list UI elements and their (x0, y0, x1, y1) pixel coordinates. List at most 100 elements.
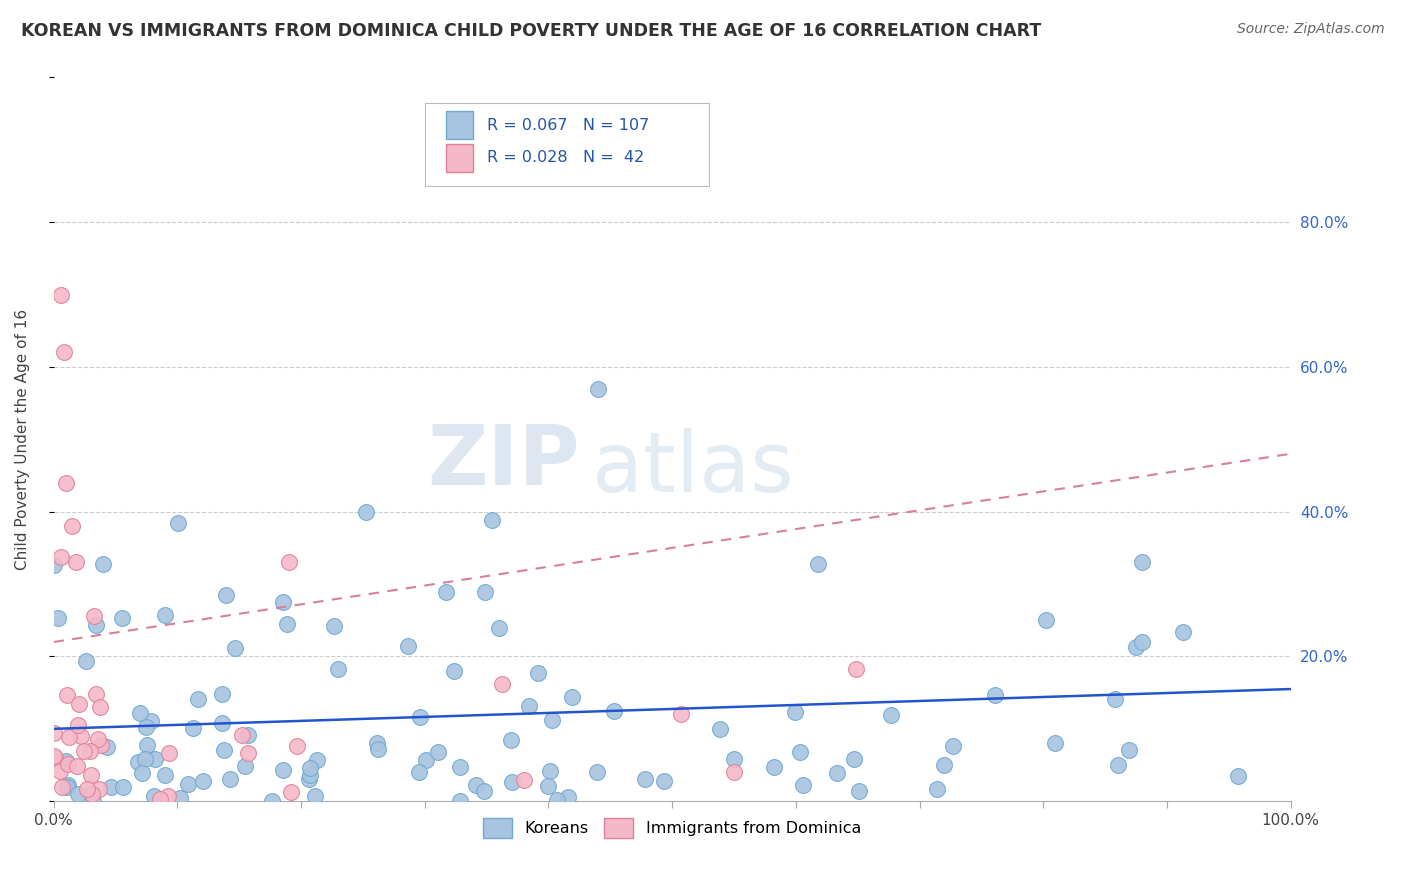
Text: atlas: atlas (592, 428, 793, 508)
Point (1171, 624, 1194, 639)
Point (76, 781, 98, 796)
Point (52, 345, 75, 359)
Point (789, 746, 811, 760)
Point (396, 639, 419, 653)
Point (56, 757, 79, 772)
Point (55, 754, 77, 768)
Point (326, 662, 349, 676)
Point (526, 666, 548, 681)
Y-axis label: Child Poverty Under the Age of 16: Child Poverty Under the Age of 16 (15, 309, 30, 570)
Point (187, 692, 209, 706)
Point (66, 718, 89, 732)
Legend: Koreans, Immigrants from Dominica: Koreans, Immigrants from Dominica (477, 812, 868, 844)
Text: Source: ZipAtlas.com: Source: ZipAtlas.com (1237, 22, 1385, 37)
Point (762, 760, 785, 774)
Point (474, 585, 496, 599)
Point (366, 736, 388, 750)
Point (427, 746, 450, 760)
Point (307, 753, 329, 767)
Point (538, 764, 561, 779)
Point (44, 726, 66, 740)
Point (90, 739, 112, 753)
Point (842, 752, 865, 766)
Point (783, 705, 806, 719)
Point (1226, 769, 1249, 783)
Point (155, 768, 177, 782)
Point (111, 780, 134, 794)
Point (55, 475, 77, 490)
Point (298, 772, 321, 787)
Point (561, 690, 583, 705)
Point (56, 780, 79, 795)
Point (276, 617, 298, 632)
Point (1045, 736, 1067, 750)
Point (271, 763, 294, 777)
Point (135, 721, 157, 735)
Point (1130, 635, 1153, 649)
Point (271, 595, 294, 609)
Point (215, 587, 238, 601)
Point (415, 753, 437, 767)
Point (1107, 757, 1129, 772)
Point (465, 778, 488, 792)
Point (1035, 613, 1057, 627)
Point (51, 780, 73, 795)
Point (76, 654, 98, 668)
Point (825, 765, 848, 780)
Point (449, 760, 471, 774)
Point (513, 772, 536, 787)
Point (60, 519, 83, 533)
Point (260, 794, 283, 808)
Point (49, 287, 72, 301)
Point (49, 764, 72, 779)
Point (66, 759, 89, 773)
Point (214, 742, 236, 756)
Point (89, 699, 111, 714)
Point (67, 787, 90, 801)
Point (449, 794, 471, 808)
Point (80, 768, 103, 782)
Point (408, 764, 430, 779)
Point (238, 746, 260, 760)
Point (134, 752, 156, 766)
Point (546, 793, 568, 807)
Point (984, 688, 1007, 702)
Point (367, 742, 389, 756)
Point (139, 714, 162, 728)
Point (231, 729, 253, 743)
Point (87, 732, 110, 747)
Text: ZIP: ZIP (427, 420, 579, 501)
Point (356, 505, 378, 519)
Point (491, 677, 513, 691)
Point (211, 715, 233, 730)
Point (488, 621, 510, 635)
Point (169, 790, 191, 805)
Point (880, 708, 903, 723)
Point (129, 706, 152, 721)
Point (845, 662, 868, 676)
Point (65, 555, 87, 569)
Point (1130, 555, 1153, 569)
Point (149, 792, 172, 806)
Point (586, 382, 609, 396)
Point (72, 744, 94, 758)
Point (100, 780, 122, 794)
Text: R = 0.067   N = 107: R = 0.067 N = 107 (486, 118, 648, 133)
Point (82, 793, 104, 807)
Point (156, 789, 179, 803)
Point (299, 768, 322, 782)
Point (501, 775, 523, 789)
Point (586, 765, 609, 780)
Point (51, 550, 73, 565)
Text: R = 0.028   N =  42: R = 0.028 N = 42 (486, 150, 644, 165)
Point (709, 723, 731, 737)
Point (157, 746, 180, 760)
Point (80, 787, 103, 801)
FancyBboxPatch shape (425, 103, 709, 186)
Point (86, 618, 108, 632)
Point (211, 687, 233, 701)
Point (277, 555, 299, 569)
Point (191, 774, 214, 789)
Point (56, 778, 79, 792)
Point (177, 777, 200, 791)
